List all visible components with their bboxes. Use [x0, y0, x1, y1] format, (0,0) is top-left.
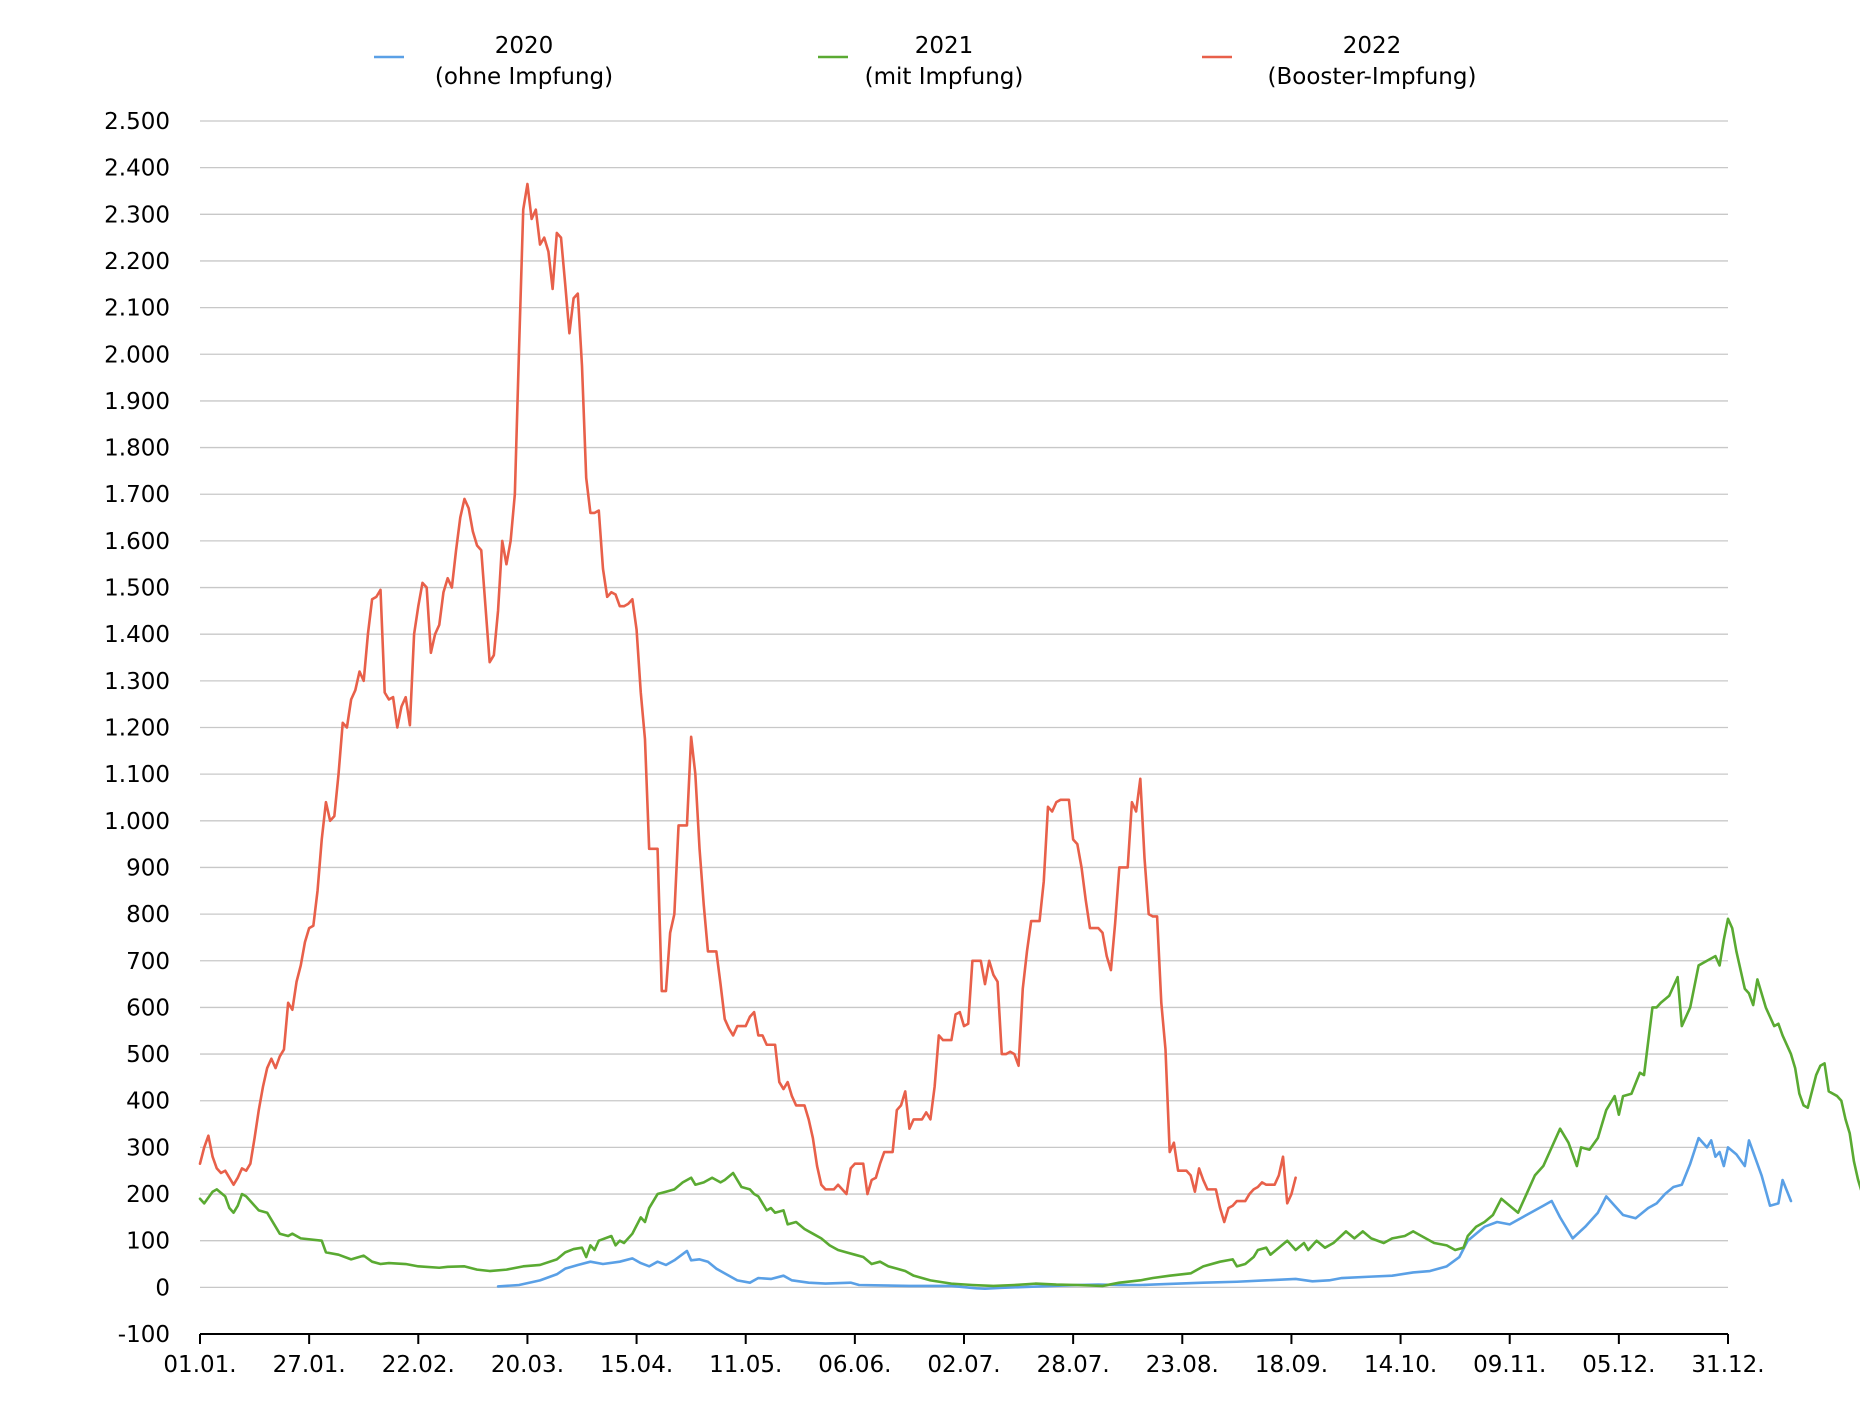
x-tick-label: 20.03.	[491, 1352, 564, 1378]
y-tick-label: 2.300	[104, 202, 170, 228]
grid-layer	[200, 120, 1728, 1288]
x-tick-label: 11.05.	[709, 1352, 782, 1378]
y-tick-label: 2.200	[104, 249, 170, 275]
x-tick-label: 01.01.	[163, 1352, 236, 1378]
y-tick-label: 800	[126, 902, 170, 928]
x-tick-label: 28.07.	[1037, 1352, 1110, 1378]
y-tick-label: 1.000	[104, 809, 170, 835]
legend-label-2021: 2021	[915, 33, 974, 59]
series-layer	[198, 182, 1860, 1291]
y-tick-label: 1.800	[104, 436, 170, 462]
y-tick-label: 500	[126, 1042, 170, 1068]
x-tick-label: 31.12.	[1691, 1352, 1764, 1378]
x-tick-label: 23.08.	[1146, 1352, 1219, 1378]
legend: 2020 (ohne Impfung) 2021 (mit Impfung) 2022 (…	[374, 33, 1476, 90]
x-tick-label: 18.09.	[1255, 1352, 1328, 1378]
y-tick-label: 1.600	[104, 529, 170, 555]
y-tick-label: 1.500	[104, 576, 170, 602]
y-tick-label: 1.700	[104, 482, 170, 508]
x-tick-label: 22.02.	[382, 1352, 455, 1378]
y-tick-label: 2.000	[104, 342, 170, 368]
legend-label-2022: 2022	[1343, 33, 1402, 59]
series-line-2020	[496, 1136, 1793, 1291]
y-tick-label: -100	[118, 1322, 170, 1348]
y-tick-label: 1.200	[104, 716, 170, 742]
y-tick-label: 200	[126, 1182, 170, 1208]
y-tick-label: 1.400	[104, 622, 170, 648]
y-tick-label: 600	[126, 995, 170, 1021]
y-tick-label: 1.900	[104, 389, 170, 415]
legend-sublabel-2022: (Booster-Impfung)	[1268, 64, 1477, 90]
x-tick-label: 09.11.	[1473, 1352, 1546, 1378]
x-tick-label: 06.06.	[818, 1352, 891, 1378]
y-tick-label: 0	[155, 1275, 170, 1301]
y-tick-label: 100	[126, 1229, 170, 1255]
x-tick-label: 14.10.	[1364, 1352, 1437, 1378]
y-tick-label: 2.100	[104, 296, 170, 322]
y-tick-label: 300	[126, 1135, 170, 1161]
y-tick-label: 2.400	[104, 156, 170, 182]
x-tick-label: 02.07.	[927, 1352, 1000, 1378]
legend-sublabel-2021: (mit Impfung)	[865, 64, 1024, 90]
series-line-2021	[198, 917, 1860, 1288]
x-tick-label: 27.01.	[273, 1352, 346, 1378]
legend-sublabel-2020: (ohne Impfung)	[435, 64, 613, 90]
y-tick-label: 700	[126, 949, 170, 975]
x-tick-label: 15.04.	[600, 1352, 673, 1378]
series-line-2022	[198, 182, 1297, 1224]
y-tick-label: 1.300	[104, 669, 170, 695]
y-tick-label: 900	[126, 855, 170, 881]
y-tick-label: 2.500	[104, 109, 170, 135]
y-tick-label: 1.100	[104, 762, 170, 788]
axis-layer: -100 0 100 200 300 400 500 600 700 800 900 1.000 1.1…	[104, 109, 1764, 1378]
legend-label-2020: 2020	[495, 33, 554, 59]
x-tick-label: 05.12.	[1582, 1352, 1655, 1378]
y-tick-label: 400	[126, 1089, 170, 1115]
